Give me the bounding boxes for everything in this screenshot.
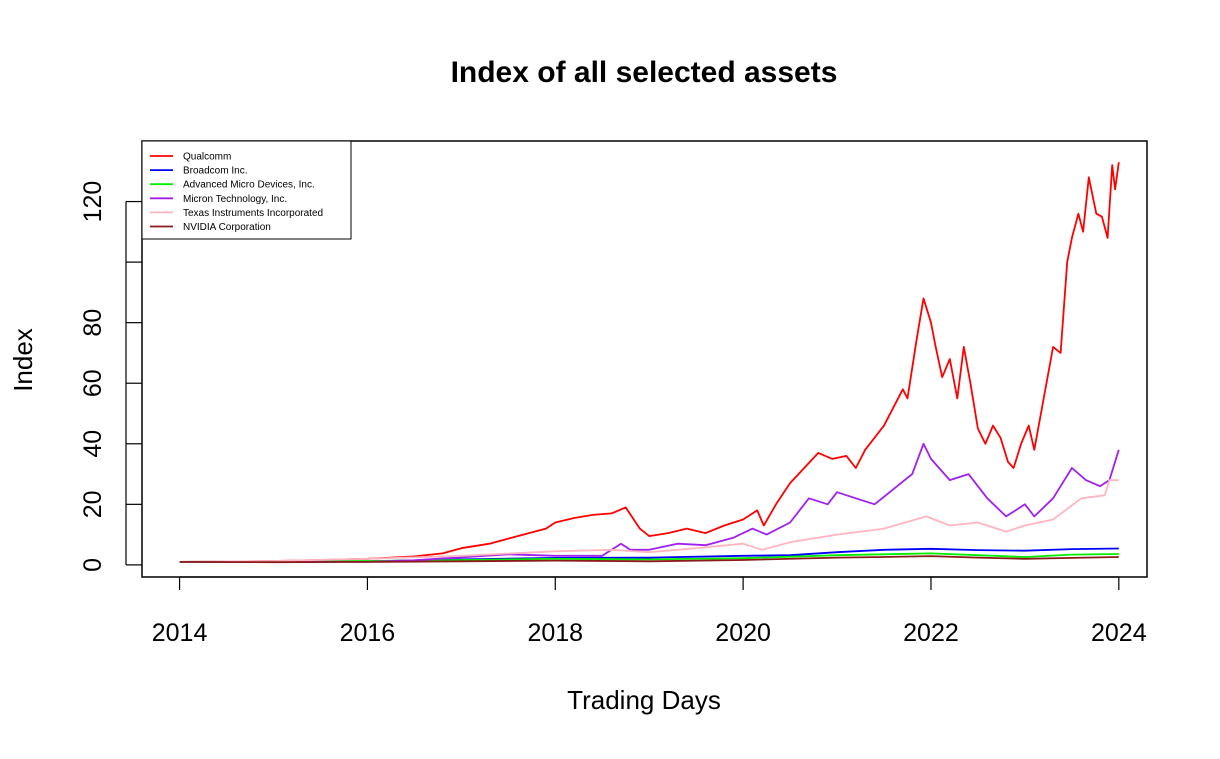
series-line — [179, 442, 1120, 563]
y-tick-label: 40 — [79, 430, 107, 458]
y-tick-label: 80 — [79, 309, 107, 337]
legend-label: Broadcom Inc. — [183, 166, 247, 177]
series-group — [179, 162, 1120, 564]
x-axis-label: Trading Days — [567, 685, 721, 715]
x-axis: 2014 2016 2018 2020 2022 2024 — [152, 576, 1147, 647]
legend-label: NVIDIA Corporation — [183, 222, 271, 233]
legend-label: Qualcomm — [183, 152, 231, 163]
y-tick-label: 60 — [79, 369, 107, 397]
series-line — [179, 555, 1119, 564]
legend-label: Advanced Micro Devices, Inc. — [183, 180, 315, 191]
x-tick-label: 2024 — [1091, 619, 1147, 647]
y-axis: 0 20 40 60 80 120 — [79, 181, 142, 572]
y-tick-label: 120 — [79, 181, 107, 223]
y-axis-label: Index — [8, 328, 38, 392]
legend-label: Micron Technology, Inc. — [183, 194, 287, 205]
series-line — [179, 162, 1120, 563]
y-tick-label: 20 — [79, 490, 107, 518]
y-tick-label: 0 — [79, 558, 107, 572]
x-tick-label: 2018 — [527, 619, 583, 647]
x-tick-label: 2014 — [152, 619, 208, 647]
legend: Qualcomm Broadcom Inc. Advanced Micro Devi… — [141, 140, 352, 240]
legend-box — [141, 140, 352, 240]
series-line — [179, 479, 1119, 563]
x-tick-label: 2016 — [340, 619, 396, 647]
x-tick-label: 2022 — [903, 619, 959, 647]
x-tick-label: 2020 — [715, 619, 771, 647]
chart-title: Index of all selected assets — [451, 56, 838, 89]
legend-label: Texas Instruments Incorporated — [183, 208, 323, 219]
